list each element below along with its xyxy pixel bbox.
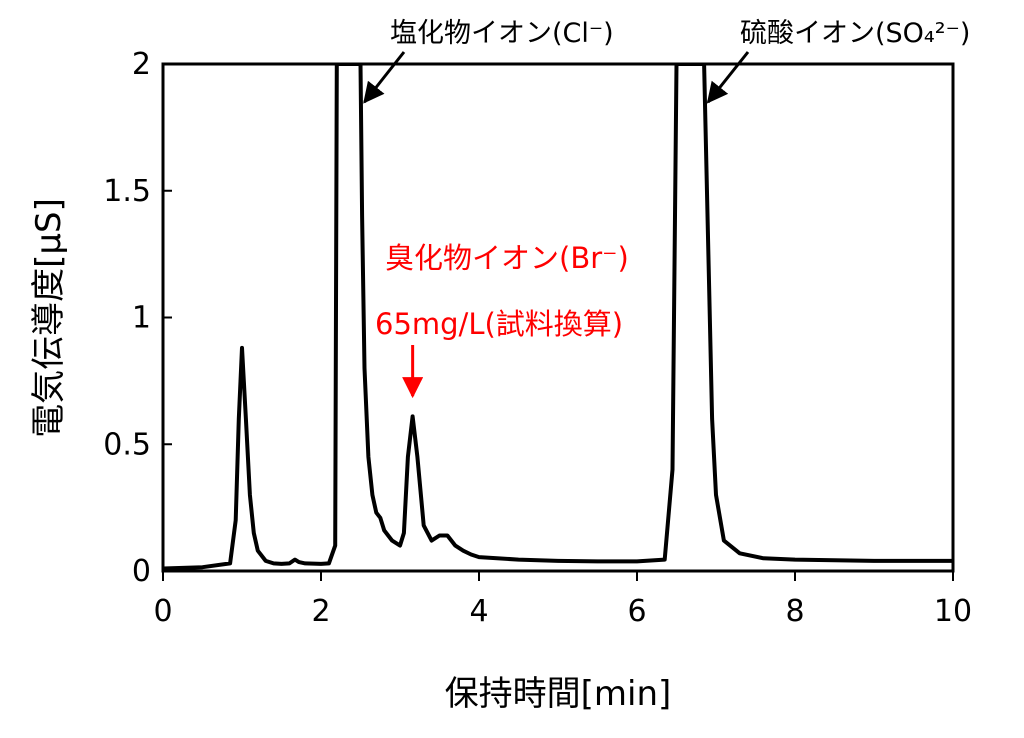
annotation-chloride-arrow (363, 51, 406, 104)
annotation-bromide: 臭化物イオン(Br⁻) 65mg/L(試料換算) (375, 241, 629, 399)
annotation-sulfate: 硫酸イオン(SO₄²⁻) (706, 18, 970, 104)
x-tick-label: 8 (785, 594, 804, 629)
annotation-sulfate-arrow (706, 51, 750, 104)
y-tick-label: 1 (132, 301, 151, 336)
annotation-chloride: 塩化物イオン(Cl⁻) (363, 18, 614, 104)
x-tick-label: 2 (311, 594, 330, 629)
y-axis-title: 電気伝導度[μS] (29, 198, 69, 438)
y-tick-label: 1.5 (103, 174, 151, 209)
annotation-sulfate-label: 硫酸イオン(SO₄²⁻) (740, 18, 970, 49)
y-tick-label: 0.5 (103, 427, 151, 462)
x-axis-ticks: 0 2 4 6 8 10 (153, 571, 972, 629)
x-tick-label: 4 (469, 594, 488, 629)
annotation-bromide-label: 臭化物イオン(Br⁻) (385, 241, 629, 275)
plot-frame (161, 62, 955, 573)
annotation-chloride-label: 塩化物イオン(Cl⁻) (390, 18, 614, 49)
x-tick-label: 0 (153, 594, 172, 629)
annotation-bromide-concentration: 65mg/L(試料換算) (375, 307, 623, 341)
y-axis-ticks: 0 0.5 1 1.5 2 (103, 47, 172, 589)
x-tick-label: 10 (934, 594, 972, 629)
x-axis-title: 保持時間[min] (445, 674, 672, 714)
y-tick-label: 2 (132, 47, 151, 82)
y-tick-label: 0 (132, 554, 151, 589)
series-line-conductivity (163, 64, 953, 571)
x-tick-label: 6 (627, 594, 646, 629)
